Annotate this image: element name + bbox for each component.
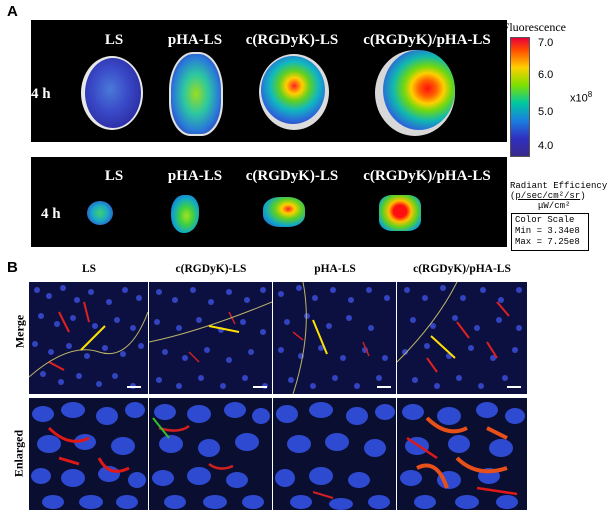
color-scale-title: Color Scale <box>515 215 575 225</box>
enlarged-tile-pha-ls <box>273 398 396 510</box>
radiant-efficiency-title: Radiant Efficiency <box>510 181 608 191</box>
bottom-label-rgdyk-pha-ls: c(RGDyK)/pHA-LS <box>363 168 491 184</box>
signal-pha-ls-top <box>171 54 221 134</box>
panel-a-letter: A <box>7 3 18 20</box>
colorbar-tick-5: 5.0 <box>538 106 554 118</box>
merge-tile-pha-ls <box>273 282 396 394</box>
enlarged-tile-rgdyk-pha-ls <box>397 398 527 510</box>
tumor-pha-ls <box>171 195 199 233</box>
col-label-ls: LS <box>81 263 97 275</box>
top-label-ls: LS <box>104 32 124 48</box>
col-label-rgdyk-ls: c(RGDyK)-LS <box>175 263 247 275</box>
merge-tile-rgdyk-pha-ls <box>397 282 527 394</box>
bottom-label-ls: LS <box>104 168 124 184</box>
colorbar-tick-4: 4.0 <box>538 140 554 152</box>
merge-tile-ls <box>29 282 148 394</box>
merge-tile-rgdyk-ls <box>149 282 272 394</box>
bottom-label-rgdyk-ls: c(RGDyK)-LS <box>245 168 339 184</box>
top-label-rgdyk-ls: c(RGDyK)-LS <box>245 32 339 48</box>
colorbar-title: Epi-Fluorescence <box>482 20 566 34</box>
tumor-rgdyk-pha-ls <box>379 195 421 231</box>
top-label-rgdyk-pha-ls: c(RGDyK)/pHA-LS <box>363 32 491 48</box>
radiant-efficiency-denominator: μW/cm² <box>538 201 571 211</box>
tumor-ls <box>87 201 113 225</box>
bottom-time-label: 4 h <box>41 206 61 222</box>
ivis-tumor-image-bottom: LS pHA-LS c(RGDyK)-LS c(RGDyK)/pHA-LS 4 … <box>31 157 507 247</box>
color-scale-max: Max = 7.25e8 <box>515 237 580 247</box>
bottom-label-pha-ls: pHA-LS <box>167 168 223 184</box>
ivis-organ-image-top: LS pHA-LS c(RGDyK)-LS c(RGDyK)/pHA-LS 4 … <box>31 20 507 142</box>
signal-rgdyk-ls-top <box>261 56 325 124</box>
enlarged-tile-ls <box>29 398 148 510</box>
colorbar-tick-7: 7.0 <box>538 37 554 49</box>
top-time-label: 4 h <box>31 86 51 102</box>
col-label-pha-ls: pHA-LS <box>314 263 356 275</box>
colorbar-gradient <box>510 37 530 157</box>
signal-rgdyk-pha-ls-top <box>383 50 455 130</box>
row-label-enlarged: Enlarged <box>11 429 26 478</box>
color-scale-box: Color Scale Min = 3.34e8 Max = 7.25e8 <box>511 213 589 251</box>
enlarged-tile-rgdyk-ls <box>149 398 272 510</box>
panel-b-letter: B <box>7 259 18 276</box>
colorbar-multiplier: x108 <box>570 90 593 105</box>
signal-ls-top <box>85 58 141 128</box>
top-label-pha-ls: pHA-LS <box>167 32 223 48</box>
tumor-rgdyk-ls <box>263 197 305 227</box>
col-label-rgdyk-pha-ls: c(RGDyK)/pHA-LS <box>413 263 511 275</box>
color-scale-min: Min = 3.34e8 <box>515 226 580 236</box>
radiant-efficiency-units: (p/sec/cm²/sr) <box>510 191 586 201</box>
colorbar-tick-6: 6.0 <box>538 69 554 81</box>
row-label-merge: Merge <box>12 314 27 349</box>
